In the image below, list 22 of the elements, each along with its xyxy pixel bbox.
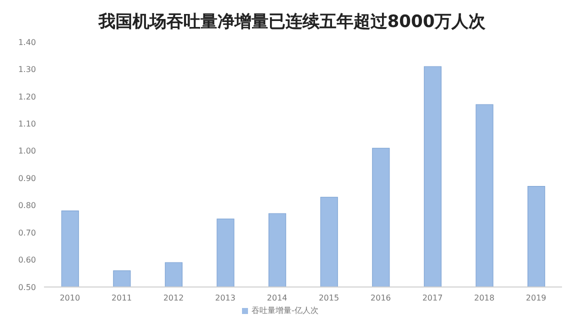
legend-label: 吞吐量增量-亿人次 xyxy=(252,306,318,315)
x-tick-label: 2015 xyxy=(318,294,340,303)
x-tick-label: 2019 xyxy=(526,294,546,303)
y-tick-label: 0.50 xyxy=(18,282,36,292)
x-tick-label: 2016 xyxy=(370,294,391,303)
y-tick-label: 1.40 xyxy=(18,38,36,47)
x-tick-label: 2017 xyxy=(422,294,443,303)
x-tick-label: 2011 xyxy=(112,294,132,303)
y-tick-label: 0.70 xyxy=(18,228,36,238)
y-tick-label: 1.20 xyxy=(18,92,36,102)
y-tick-label: 1.30 xyxy=(18,65,36,74)
y-tick-label: 0.90 xyxy=(18,174,36,183)
y-tick-label: 1.10 xyxy=(18,120,36,129)
x-tick-label: 2018 xyxy=(474,294,494,303)
x-tick-label: 2014 xyxy=(266,294,288,303)
y-tick-label: 0.80 xyxy=(18,201,36,210)
x-tick-label: 2013 xyxy=(215,294,236,303)
x-tick-label: 2012 xyxy=(163,294,184,303)
y-tick-label: 0.60 xyxy=(18,256,36,265)
y-tick-label: 1.00 xyxy=(18,146,36,156)
chart-title: 我国机场吞吐量净增量已连续五年超过8000万人次 xyxy=(97,11,487,34)
x-tick-label: 2010 xyxy=(60,294,80,303)
